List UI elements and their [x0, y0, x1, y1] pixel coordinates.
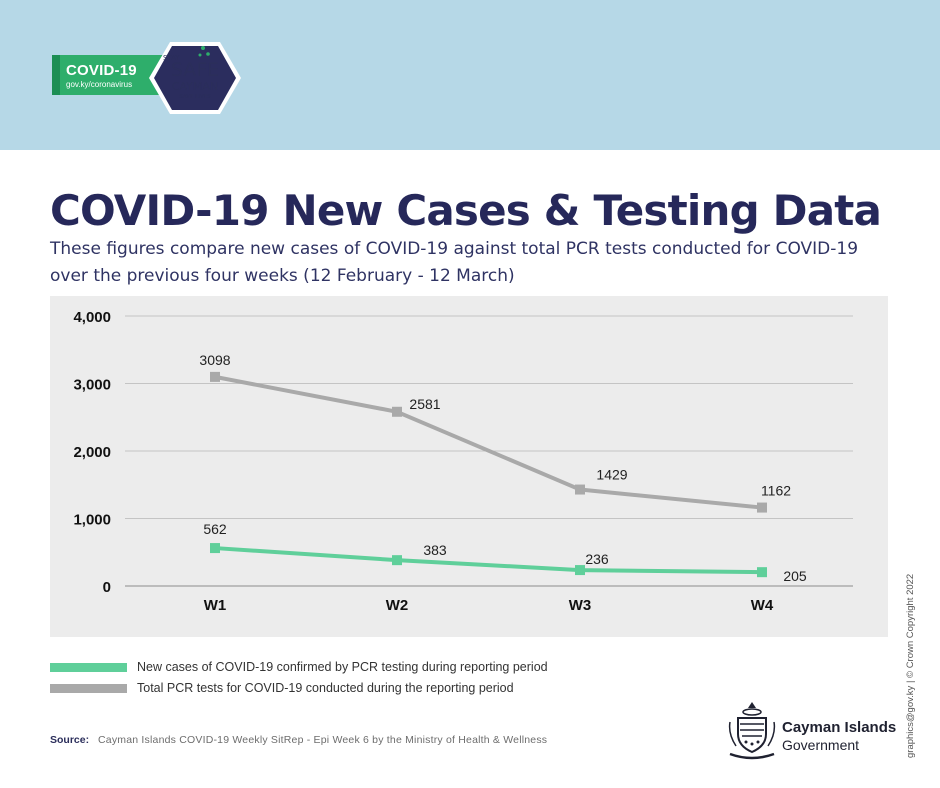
x-tick-label: W2: [386, 597, 409, 614]
logo-save-lives: SAVE LIVES: [179, 94, 211, 100]
data-label: 383: [423, 542, 447, 558]
hexagon-icon: [149, 42, 241, 114]
legend-label-pcr-tests: Total PCR tests for COVID-19 conducted d…: [137, 681, 514, 695]
y-tick-label: 1,000: [73, 512, 111, 529]
data-label: 205: [783, 568, 807, 584]
series-line-pcr-tests: [214, 374, 763, 510]
logo-stay: STAY: [163, 54, 180, 62]
badge-url: gov.ky/coronavirus: [66, 80, 133, 89]
source-note: Source: Cayman Islands COVID-19 Weekly S…: [50, 734, 547, 746]
x-tick-label: W3: [569, 597, 592, 614]
x-tick-label: W4: [751, 597, 774, 614]
data-label: 2581: [409, 396, 440, 412]
gov-line-2: Government: [782, 737, 860, 753]
coat-of-arms-icon: [728, 702, 776, 760]
series-line-new-cases: [214, 546, 763, 575]
badge-accent-bar: [52, 55, 60, 95]
data-point-new-cases: [757, 567, 767, 578]
x-tick-label: W1: [204, 597, 227, 614]
data-point-new-cases: [210, 543, 220, 554]
logo-cayman: CAYMAN: [171, 80, 219, 93]
data-point-new-cases: [392, 555, 402, 566]
legend-item-pcr-tests: Total PCR tests for COVID-19 conducted d…: [50, 681, 750, 695]
y-tick-label: 0: [103, 579, 111, 596]
legend-swatch-pcr-tests: [50, 684, 127, 693]
data-label: 1162: [761, 483, 791, 499]
legend-swatch-new-cases: [50, 663, 127, 672]
data-point-new-cases: [575, 565, 585, 576]
data-label: 236: [585, 551, 609, 567]
data-label: 3098: [199, 352, 230, 368]
logo-safe: SAFE: [170, 59, 220, 81]
government-wordmark: Cayman Islands Government: [782, 719, 896, 753]
stay-safe-logo: STAY SAFE CAYMAN SAVE LIVES: [148, 40, 242, 116]
data-point-pcr-tests: [575, 484, 585, 495]
data-label: 562: [203, 521, 227, 537]
line-chart: 0 1,000 2,000 3,000 4,000 W1 W2 W3 W4 562 383 236 20…: [73, 309, 853, 614]
y-tick-label: 2,000: [73, 444, 111, 461]
y-tick-label: 3,000: [73, 377, 111, 394]
legend-label-new-cases: New cases of COVID-19 confirmed by PCR t…: [137, 660, 548, 674]
y-tick-label: 4,000: [73, 309, 111, 326]
data-label: 1429: [596, 467, 627, 483]
badge-title: COVID-19: [66, 62, 137, 79]
page-title: COVID-19 New Cases & Testing Data: [50, 186, 882, 235]
gov-line-1: Cayman Islands: [782, 719, 897, 736]
data-point-pcr-tests: [757, 502, 767, 513]
page-subtitle: These figures compare new cases of COVID…: [50, 239, 859, 286]
data-point-pcr-tests: [392, 406, 402, 417]
legend-item-new-cases: New cases of COVID-19 confirmed by PCR t…: [50, 660, 750, 674]
source-label: Source:: [50, 734, 90, 746]
chart-panel: [50, 296, 888, 637]
source-text: Cayman Islands COVID-19 Weekly SitRep - …: [98, 734, 548, 746]
data-point-pcr-tests: [210, 371, 220, 382]
credit-text: graphics@gov.ky | © Crown Copyright 2022: [905, 573, 916, 758]
